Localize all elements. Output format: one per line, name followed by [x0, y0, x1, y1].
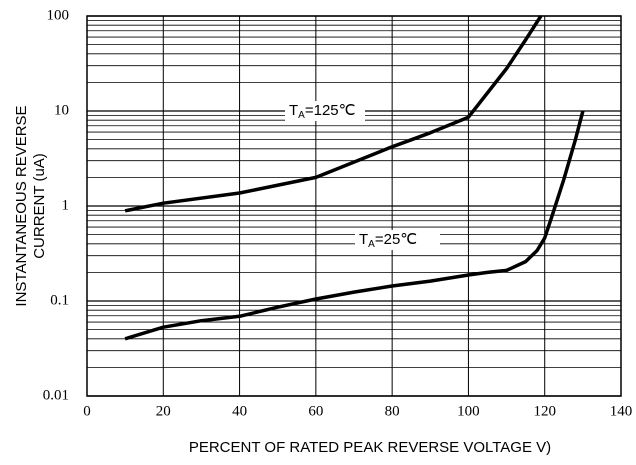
- y-tick-label: 100: [47, 7, 70, 23]
- label-main: T: [359, 231, 368, 248]
- y-tick-label: 0.1: [50, 292, 69, 308]
- x-tick-label: 100: [457, 403, 480, 419]
- label-sub: A: [368, 239, 375, 250]
- label-sub: A: [298, 110, 305, 121]
- y-tick-label: 1: [62, 197, 70, 213]
- series-label: TA=125℃: [289, 102, 355, 121]
- label-background: [285, 101, 365, 121]
- x-tick-label: 80: [385, 403, 400, 419]
- y-axis-label-line: CURRENT (uA): [31, 153, 48, 259]
- x-tick-label: 20: [156, 403, 171, 419]
- plot-frame: [86, 15, 622, 397]
- y-axis-label: INSTANTANEOUS REVERSE CURRENT (uA): [13, 105, 48, 306]
- label-background: [355, 230, 440, 250]
- y-tick-label: 0.01: [43, 387, 69, 403]
- label-rest: =125℃: [305, 102, 356, 119]
- x-tick-label: 0: [83, 403, 91, 419]
- label-rest: =25℃: [375, 231, 417, 248]
- series-line: [124, 110, 585, 341]
- series-label: TA=25℃: [359, 231, 417, 250]
- x-tick-label: 60: [308, 403, 323, 419]
- x-tick-label: 40: [232, 403, 247, 419]
- label-main: T: [289, 102, 298, 119]
- y-tick-label: 10: [54, 102, 69, 118]
- series-line: [124, 15, 543, 213]
- x-tick-label: 120: [533, 403, 556, 419]
- y-axis-label-line: INSTANTANEOUS REVERSE: [13, 105, 30, 306]
- x-axis-label: PERCENT OF RATED PEAK REVERSE VOLTAGE V): [189, 439, 551, 456]
- x-tick-label: 140: [610, 403, 633, 419]
